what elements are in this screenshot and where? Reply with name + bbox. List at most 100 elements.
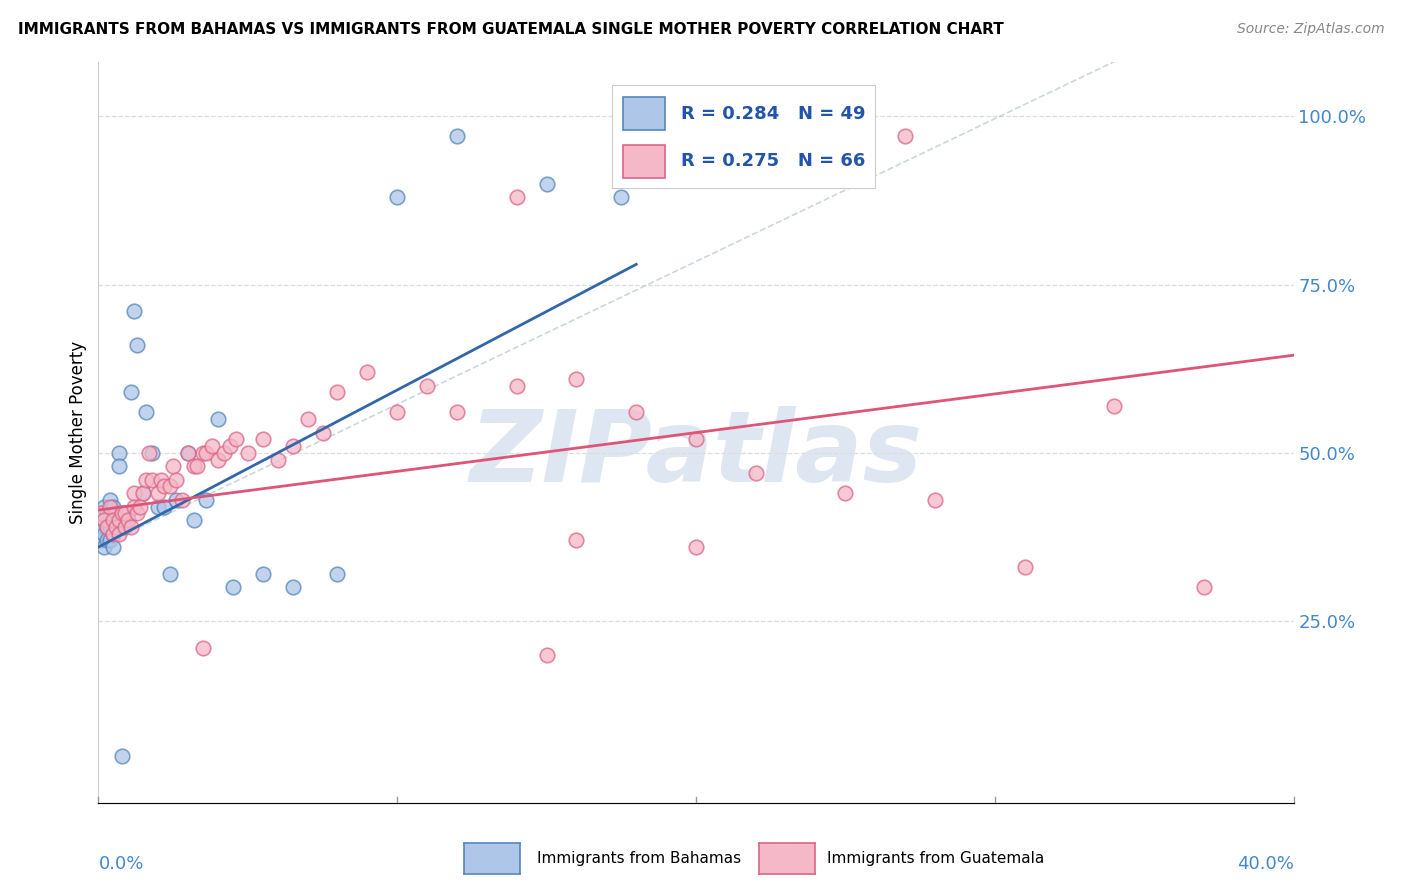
Point <box>610 190 633 204</box>
Point <box>117 507 139 521</box>
Point <box>416 378 439 392</box>
Point <box>153 500 176 514</box>
Point <box>114 513 136 527</box>
Point <box>222 581 245 595</box>
Point <box>108 513 131 527</box>
Point <box>103 526 125 541</box>
Point <box>98 507 122 521</box>
Point <box>111 507 134 521</box>
Point <box>236 446 259 460</box>
Point <box>127 507 149 521</box>
Point <box>195 446 218 460</box>
Point <box>90 520 112 534</box>
Point <box>183 513 205 527</box>
Point <box>219 439 242 453</box>
Point <box>90 533 112 548</box>
Point <box>565 533 588 548</box>
Point <box>326 566 349 581</box>
Point <box>98 492 122 507</box>
Point <box>93 540 115 554</box>
Point <box>105 520 128 534</box>
Point <box>326 385 349 400</box>
Text: 40.0%: 40.0% <box>1237 855 1294 872</box>
Point <box>281 439 304 453</box>
Point <box>114 520 136 534</box>
Point <box>159 479 181 493</box>
Point <box>536 177 558 191</box>
Point <box>111 748 134 763</box>
Point <box>96 520 118 534</box>
Point <box>103 513 125 527</box>
Point <box>150 473 173 487</box>
Point <box>191 640 214 655</box>
Point <box>108 526 131 541</box>
Point <box>135 473 157 487</box>
Point <box>93 526 115 541</box>
Text: 0.0%: 0.0% <box>98 855 143 872</box>
Point <box>267 452 290 467</box>
Point <box>117 513 139 527</box>
Text: Immigrants from Bahamas: Immigrants from Bahamas <box>537 852 741 866</box>
Point <box>132 486 155 500</box>
Point <box>172 492 194 507</box>
Point <box>138 446 160 460</box>
Point <box>120 385 142 400</box>
Point <box>105 507 128 521</box>
Point <box>93 513 115 527</box>
Point <box>98 520 122 534</box>
Point <box>90 507 112 521</box>
Point <box>124 304 146 318</box>
Point <box>129 500 152 514</box>
Point <box>183 459 205 474</box>
Point <box>148 500 170 514</box>
Point <box>159 566 181 581</box>
Point <box>120 520 142 534</box>
Point <box>148 486 170 500</box>
Point <box>385 405 409 419</box>
Point <box>96 507 118 521</box>
Point <box>108 446 131 460</box>
Point <box>114 507 136 521</box>
Point <box>446 405 468 419</box>
Point <box>111 507 134 521</box>
Point <box>132 486 155 500</box>
Point <box>506 190 529 204</box>
Point <box>626 405 648 419</box>
Point <box>446 129 468 144</box>
Point <box>201 439 224 453</box>
Point <box>207 452 229 467</box>
Text: IMMIGRANTS FROM BAHAMAS VS IMMIGRANTS FROM GUATEMALA SINGLE MOTHER POVERTY CORRE: IMMIGRANTS FROM BAHAMAS VS IMMIGRANTS FR… <box>18 22 1004 37</box>
Point <box>153 479 176 493</box>
Point <box>177 446 200 460</box>
Point <box>98 533 122 548</box>
Point <box>297 412 319 426</box>
Point <box>98 500 122 514</box>
Point <box>127 338 149 352</box>
Point <box>252 433 274 447</box>
Point <box>90 507 112 521</box>
Point <box>281 581 304 595</box>
Point <box>165 492 187 507</box>
Y-axis label: Single Mother Poverty: Single Mother Poverty <box>69 341 87 524</box>
Point <box>225 433 247 447</box>
Point <box>141 473 163 487</box>
Point <box>105 520 128 534</box>
Point <box>124 486 146 500</box>
Point <box>111 520 134 534</box>
Point <box>103 526 125 541</box>
Point <box>1014 560 1036 574</box>
Point <box>96 533 118 548</box>
Point <box>894 129 917 144</box>
Point <box>162 459 184 474</box>
Point <box>93 500 115 514</box>
Point <box>356 365 378 379</box>
Point <box>834 486 856 500</box>
Point <box>195 492 218 507</box>
Point <box>191 446 214 460</box>
Point <box>124 500 146 514</box>
Point <box>685 540 707 554</box>
Point <box>103 500 125 514</box>
Point <box>96 520 118 534</box>
Point <box>1192 581 1215 595</box>
Text: ZIPatlas: ZIPatlas <box>470 407 922 503</box>
